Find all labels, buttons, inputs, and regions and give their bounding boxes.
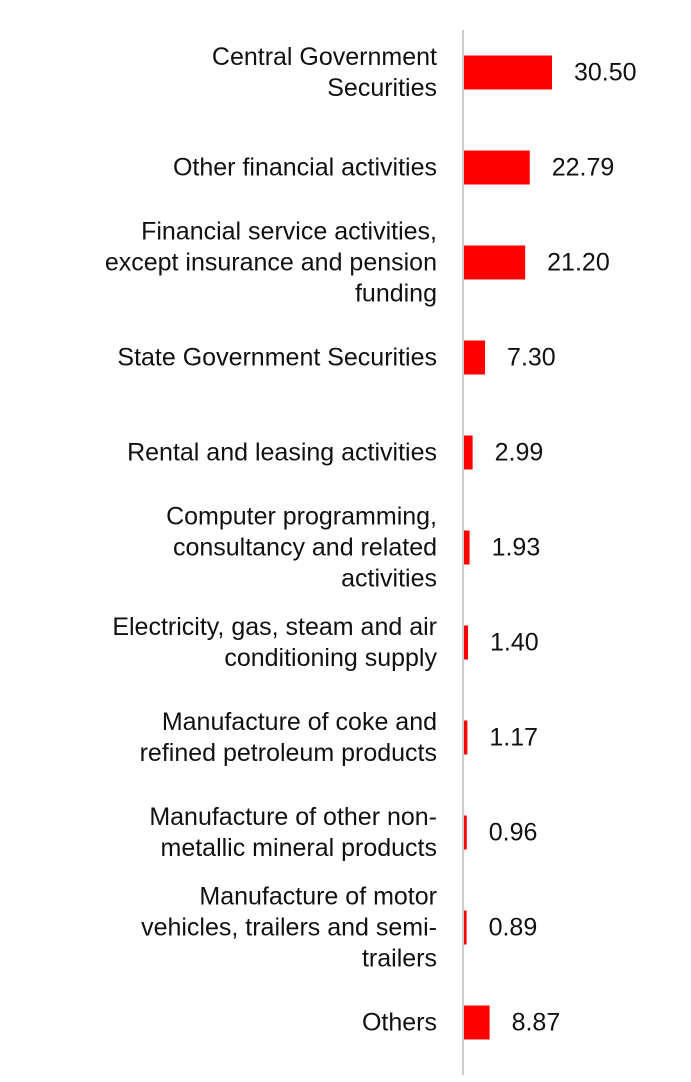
value-label-2: 21.20 [547, 249, 610, 277]
category-label-6-line-1: conditioning supply [224, 644, 437, 672]
category-label-10-line-0: Others [362, 1009, 437, 1037]
bar-0 [464, 55, 552, 90]
category-label-2-line-0: Financial service activities, [141, 218, 437, 246]
bar-8 [464, 815, 467, 850]
category-label-2-line-2: funding [355, 280, 437, 308]
category-label-8-line-1: metallic mineral products [161, 834, 438, 862]
category-label-5-line-1: consultancy and related [173, 534, 437, 562]
category-label-9-line-2: trailers [362, 945, 437, 973]
value-label-8: 0.96 [489, 819, 538, 847]
bar-7 [464, 720, 468, 755]
category-label-0-line-0: Central Government [212, 43, 437, 71]
bar-5 [464, 530, 470, 565]
value-label-10: 8.87 [512, 1009, 561, 1037]
bar-3 [464, 340, 486, 375]
bar-6 [464, 625, 469, 660]
bar-10 [464, 1005, 490, 1040]
value-labels-layer: 30.50 22.79 21.20 7.30 2.99 1.93 1.40 1.17 0.96 0… [489, 59, 637, 1037]
category-label-0-line-1: Securities [327, 74, 437, 102]
value-label-5: 1.93 [492, 534, 541, 562]
category-label-5-line-2: activities [341, 565, 437, 593]
bar-2 [464, 245, 526, 280]
value-label-1: 22.79 [552, 154, 615, 182]
value-label-4: 2.99 [495, 439, 544, 467]
value-label-0: 30.50 [574, 59, 637, 87]
value-label-9: 0.89 [489, 914, 538, 942]
category-label-5-line-0: Computer programming, [166, 503, 437, 531]
category-label-8-line-0: Manufacture of other non- [149, 803, 437, 831]
value-label-3: 7.30 [507, 344, 556, 372]
bar-4 [464, 435, 473, 470]
category-label-7-line-0: Manufacture of coke and [162, 708, 437, 736]
category-label-4-line-0: Rental and leasing activities [127, 439, 437, 467]
value-label-6: 1.40 [490, 629, 539, 657]
category-label-7-line-1: refined petroleum products [140, 739, 437, 767]
category-label-3-line-0: State Government Securities [117, 344, 437, 372]
category-label-1-line-0: Other financial activities [173, 154, 437, 182]
category-labels-layer: Central Government Securities Other financ… [105, 43, 438, 1037]
bar-1 [464, 150, 530, 185]
category-label-2-line-1: except insurance and pension [105, 249, 437, 277]
category-label-6-line-0: Electricity, gas, steam and air [112, 613, 437, 641]
value-label-7: 1.17 [489, 724, 538, 752]
category-label-9-line-1: vehicles, trailers and semi- [141, 914, 437, 942]
bars-layer [464, 55, 552, 1040]
bar-9 [464, 910, 467, 945]
category-label-9-line-0: Manufacture of motor [199, 883, 437, 911]
